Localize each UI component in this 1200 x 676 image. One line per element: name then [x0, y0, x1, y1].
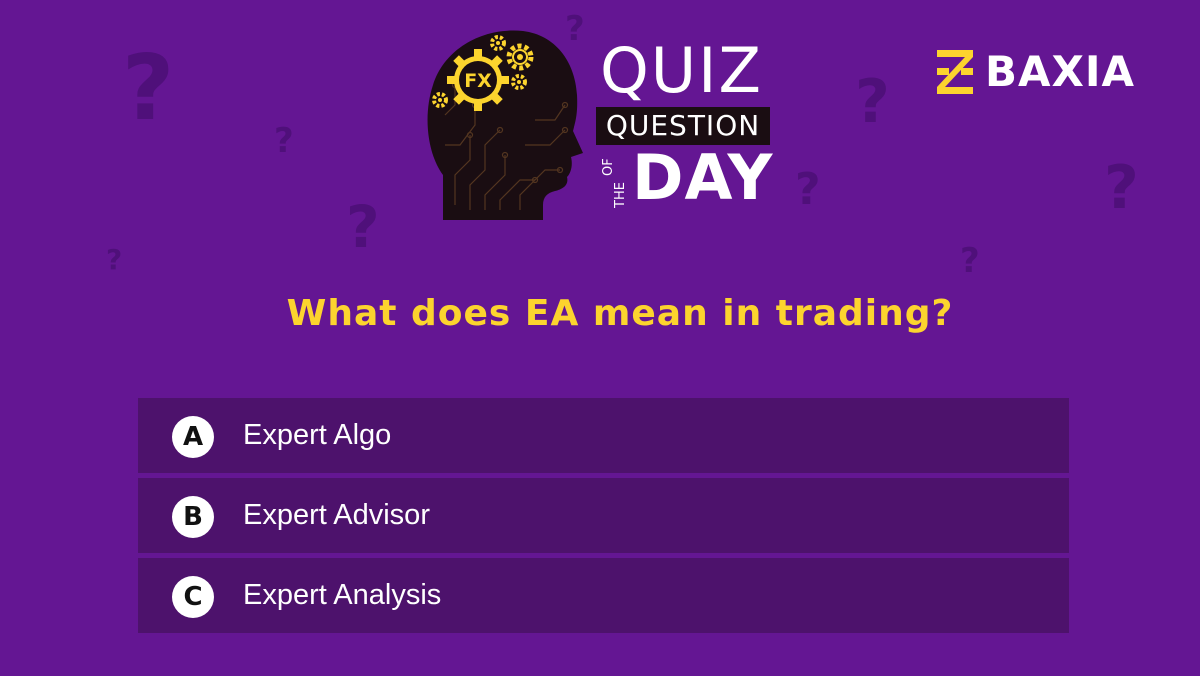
question-title-box: QUESTION — [596, 107, 770, 145]
option-letter-badge: A — [172, 416, 214, 458]
day-title: DAY — [632, 141, 774, 214]
question-mark-icon: ? — [106, 243, 123, 276]
question-mark-icon: ? — [795, 164, 821, 215]
option-letter-badge: C — [172, 576, 214, 618]
baxia-logo-icon — [937, 50, 973, 94]
question-mark-icon: ? — [346, 193, 380, 261]
option-text: Expert Algo — [243, 419, 392, 451]
answer-option-b[interactable]: B Expert Advisor — [138, 478, 1069, 553]
the-label: THE — [613, 182, 628, 208]
brand-name: BAXIA — [985, 47, 1136, 96]
option-letter-badge: B — [172, 496, 214, 538]
question-mark-icon: ? — [274, 121, 294, 161]
question-mark-icon: ? — [565, 9, 585, 49]
of-label: OF — [601, 158, 616, 176]
option-text: Expert Advisor — [243, 499, 430, 531]
answer-option-c[interactable]: C Expert Analysis — [138, 558, 1069, 633]
quiz-title: QUIZ — [600, 34, 763, 107]
quiz-question: What does EA mean in trading? — [286, 293, 954, 334]
question-mark-icon: ? — [122, 36, 175, 141]
question-mark-icon: ? — [855, 67, 890, 137]
question-mark-icon: ? — [960, 241, 980, 281]
option-text: Expert Analysis — [243, 579, 442, 611]
answer-option-a[interactable]: A Expert Algo — [138, 398, 1069, 473]
brain-head-icon: FX — [425, 25, 585, 230]
fx-badge: FX — [464, 70, 492, 92]
question-mark-icon: ? — [1104, 153, 1139, 223]
of-the-label: OF THE — [600, 150, 628, 210]
